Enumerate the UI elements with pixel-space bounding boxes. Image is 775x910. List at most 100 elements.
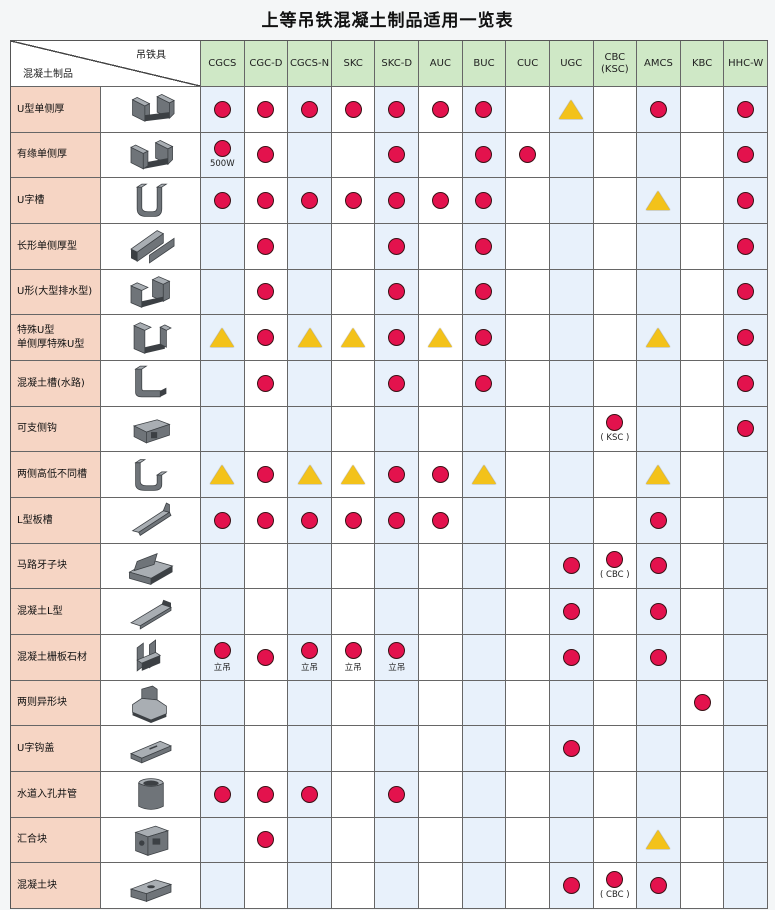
mark-container xyxy=(431,466,449,484)
circle-mark-icon xyxy=(213,785,231,803)
compat-cell-cbc xyxy=(593,680,638,727)
compat-cell-buc xyxy=(462,817,507,864)
compat-cell-auc xyxy=(419,772,463,818)
compat-cell-cgcs: 立吊 xyxy=(201,635,245,681)
product-name-cell: 两侧高低不同槽 xyxy=(11,452,101,498)
compat-cell-auc xyxy=(419,863,463,909)
compat-cell-buc xyxy=(462,361,507,407)
circle-mark-icon xyxy=(213,140,231,158)
mark-container xyxy=(344,192,362,210)
circle-mark-icon xyxy=(301,641,319,659)
compat-cell-kbc xyxy=(680,680,725,727)
triangle-mark-icon xyxy=(646,191,671,211)
compat-cell-cgcs xyxy=(201,224,245,270)
mark-container xyxy=(257,146,275,164)
compat-cell-skc xyxy=(331,863,376,909)
cell-note: 立吊 xyxy=(344,662,362,673)
compat-cell-kbc xyxy=(680,406,725,453)
circle-mark-icon xyxy=(301,100,319,118)
product-name: 长形单侧厚型 xyxy=(17,240,77,252)
circle-mark-icon xyxy=(737,237,755,255)
mark-container xyxy=(297,328,322,348)
product-name-cell: 混凝土块 xyxy=(11,863,101,909)
compat-cell-buc xyxy=(462,543,507,590)
circle-mark-icon xyxy=(475,329,493,347)
compat-cell-skc xyxy=(331,543,376,590)
circle-mark-icon xyxy=(431,511,449,529)
u-trough-icon xyxy=(135,183,168,217)
compat-cell-cgcs-n xyxy=(288,224,332,270)
mark-container xyxy=(737,374,755,392)
mark-container xyxy=(562,740,580,758)
compat-cell-amcs xyxy=(637,817,681,864)
mark-container xyxy=(297,465,322,485)
mark-container xyxy=(475,192,493,210)
mark-container xyxy=(388,785,406,803)
product-name-cell: L型板槽 xyxy=(11,498,101,544)
mark-container xyxy=(431,192,449,210)
product-illustration-cell xyxy=(101,224,201,270)
compat-cell-buc xyxy=(462,132,507,179)
mark-container xyxy=(213,785,231,803)
product-name: U形(大型排水型) xyxy=(17,286,93,298)
compat-cell-ugc xyxy=(549,498,594,544)
column-header-label: SKC xyxy=(343,57,363,69)
concrete-waterway-icon xyxy=(133,366,166,398)
triangle-mark-icon xyxy=(297,328,322,348)
compat-cell-cbc xyxy=(593,589,638,635)
mark-container xyxy=(649,648,667,666)
compat-cell-cgcs xyxy=(201,178,245,224)
compat-cell-auc xyxy=(419,543,463,590)
concrete-fence-slab-icon xyxy=(135,639,161,672)
mark-container xyxy=(737,237,755,255)
compat-cell-ugc xyxy=(549,178,594,224)
compat-cell-ugc xyxy=(549,269,594,316)
circle-mark-icon xyxy=(649,877,667,895)
mark-container: ( CBC ) xyxy=(600,871,630,900)
cell-note: 立吊 xyxy=(301,662,319,673)
compat-cell-skc xyxy=(331,87,376,133)
compat-cell-skc xyxy=(331,269,376,316)
compat-cell-cgc-d xyxy=(244,87,289,133)
compat-cell-cgcs xyxy=(201,543,245,590)
compat-cell-ugc xyxy=(549,863,594,909)
circle-mark-icon xyxy=(257,785,275,803)
column-header-skc: SKC xyxy=(331,41,376,87)
compat-cell-skc-d xyxy=(375,178,420,224)
mark-container xyxy=(388,237,406,255)
compat-cell-cgcs xyxy=(201,680,245,727)
column-header-label: AUC xyxy=(429,57,451,69)
column-header-label: CGC-D xyxy=(249,57,283,69)
column-header-sublabel: (KSC) xyxy=(600,63,629,75)
mark-container xyxy=(428,328,453,348)
product-name: U字钩盖 xyxy=(17,742,55,754)
column-header-label: KBC xyxy=(691,57,713,69)
compat-cell-skc xyxy=(331,178,376,224)
compat-cell-cgcs-n xyxy=(288,726,332,772)
compat-cell-kbc xyxy=(680,863,725,909)
product-illustration-cell xyxy=(101,635,201,681)
compat-cell-auc xyxy=(419,726,463,772)
compat-cell-hhc-w xyxy=(724,817,768,864)
triangle-mark-icon xyxy=(559,99,584,119)
compat-cell-skc-d: 立吊 xyxy=(375,635,420,681)
compat-cell-hhc-w xyxy=(724,178,768,224)
compat-cell-cuc xyxy=(506,863,550,909)
triangle-mark-icon xyxy=(341,328,366,348)
compat-cell-cuc xyxy=(506,269,550,316)
circle-mark-icon xyxy=(475,283,493,301)
compat-cell-hhc-w xyxy=(724,589,768,635)
compat-cell-amcs xyxy=(637,361,681,407)
circle-mark-icon xyxy=(344,192,362,210)
compat-cell-kbc xyxy=(680,772,725,818)
compat-cell-cgc-d xyxy=(244,817,289,864)
circle-mark-icon xyxy=(257,374,275,392)
compat-cell-auc xyxy=(419,87,463,133)
compat-cell-auc xyxy=(419,589,463,635)
compat-cell-ugc xyxy=(549,817,594,864)
compat-cell-skc-d xyxy=(375,452,420,498)
compat-cell-skc xyxy=(331,589,376,635)
compat-cell-hhc-w xyxy=(724,87,768,133)
mark-container xyxy=(737,420,755,438)
compat-cell-cbc xyxy=(593,635,638,681)
